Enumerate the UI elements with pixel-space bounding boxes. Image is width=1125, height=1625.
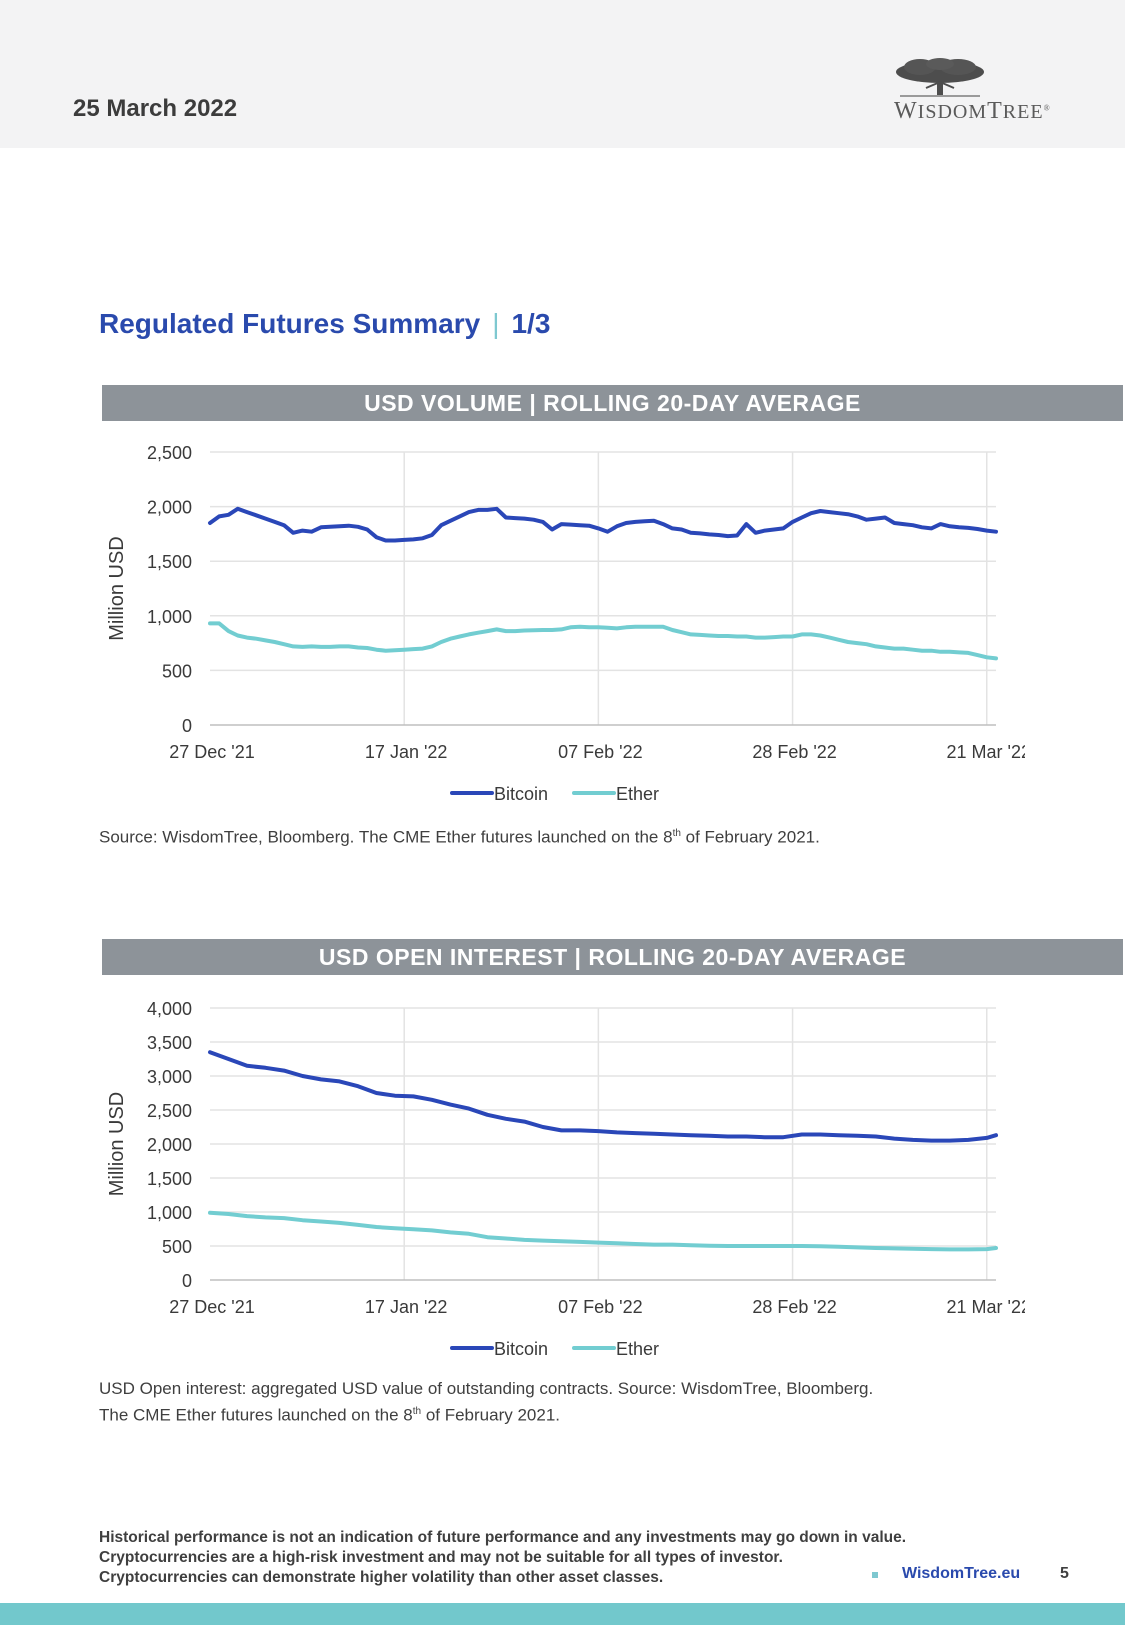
section-title: Regulated Futures Summary | 1/3 — [99, 308, 550, 340]
footer-bullet-icon — [872, 1572, 878, 1578]
x-tick-label: 27 Dec '21 — [169, 1297, 255, 1317]
wisdomtree-website-link[interactable]: WisdomTree.eu — [902, 1565, 1021, 1582]
report-date: 25 March 2022 — [73, 95, 238, 122]
x-tick-label: 07 Feb '22 — [558, 742, 643, 762]
page-number: 5 — [1060, 1565, 1069, 1582]
y-axis-label: Million USD — [106, 536, 128, 640]
y-tick-label: 1,500 — [147, 1169, 192, 1189]
series-line-ether — [208, 621, 998, 661]
y-tick-label: 3,500 — [147, 1033, 192, 1053]
y-axis-label: Million USD — [106, 1092, 128, 1196]
x-tick-label: 28 Feb '22 — [752, 742, 837, 762]
y-tick-label: 4,000 — [147, 999, 192, 1019]
logo-wordmark: WISDOMTREE® — [894, 98, 1051, 124]
legend-label-ether: Ether — [616, 784, 659, 804]
x-tick-label: 21 Mar '22 — [947, 742, 1025, 762]
x-tick-label: 28 Feb '22 — [752, 1297, 837, 1317]
y-tick-label: 500 — [162, 1237, 192, 1257]
volume-chart: 0 500 1,000 1,500 2,000 2,500 27 Dec '21 17 Jan… — [106, 443, 1025, 804]
y-tick-label: 3,000 — [147, 1067, 192, 1087]
y-tick-label: 1,000 — [147, 1203, 192, 1223]
y-tick-label: 0 — [182, 716, 192, 736]
open-interest-source-note: USD Open interest: aggregated USD value … — [99, 1379, 874, 1425]
x-tick-label: 17 Jan '22 — [365, 1297, 448, 1317]
x-tick-label: 27 Dec '21 — [169, 742, 255, 762]
risk-disclaimer: Historical performance is not an indicat… — [99, 1529, 907, 1586]
legend-label-bitcoin: Bitcoin — [494, 1339, 548, 1359]
page-header: 25 March 2022 WISDOMTREE® — [0, 0, 1125, 148]
y-tick-label: 500 — [162, 661, 192, 681]
legend-label-ether: Ether — [616, 1339, 659, 1359]
x-tick-label: 17 Jan '22 — [365, 742, 448, 762]
footer-band — [0, 1603, 1125, 1625]
x-tick-label: 07 Feb '22 — [558, 1297, 643, 1317]
y-tick-label: 2,500 — [147, 1101, 192, 1121]
volume-chart-title: USD VOLUME | ROLLING 20-DAY AVERAGE — [102, 385, 1123, 421]
series-line-bitcoin — [208, 1050, 998, 1143]
series-line-ether — [208, 1210, 998, 1252]
y-tick-label: 2,000 — [147, 1135, 192, 1155]
y-tick-label: 2,500 — [147, 443, 192, 463]
section-title-text: Regulated Futures Summary — [99, 308, 481, 339]
y-tick-label: 1,000 — [147, 607, 192, 627]
open-interest-chart: 0 500 1,000 1,500 2,000 2,500 3,000 3,500 4,000 2… — [106, 999, 1025, 1359]
volume-source-note: Source: WisdomTree, Bloomberg. The CME E… — [99, 827, 820, 847]
title-separator: | — [492, 308, 500, 339]
open-interest-chart-title: USD OPEN INTEREST | ROLLING 20-DAY AVERA… — [102, 939, 1123, 975]
section-page-fraction: 1/3 — [511, 308, 551, 339]
legend-label-bitcoin: Bitcoin — [494, 784, 548, 804]
wisdomtree-logo[interactable]: WISDOMTREE® — [880, 58, 1060, 128]
x-tick-label: 21 Mar '22 — [947, 1297, 1025, 1317]
tree-logo-icon — [896, 58, 984, 97]
y-tick-label: 1,500 — [147, 552, 192, 572]
y-tick-label: 0 — [182, 1271, 192, 1291]
series-line-bitcoin — [208, 506, 998, 543]
y-tick-label: 2,000 — [147, 498, 192, 518]
